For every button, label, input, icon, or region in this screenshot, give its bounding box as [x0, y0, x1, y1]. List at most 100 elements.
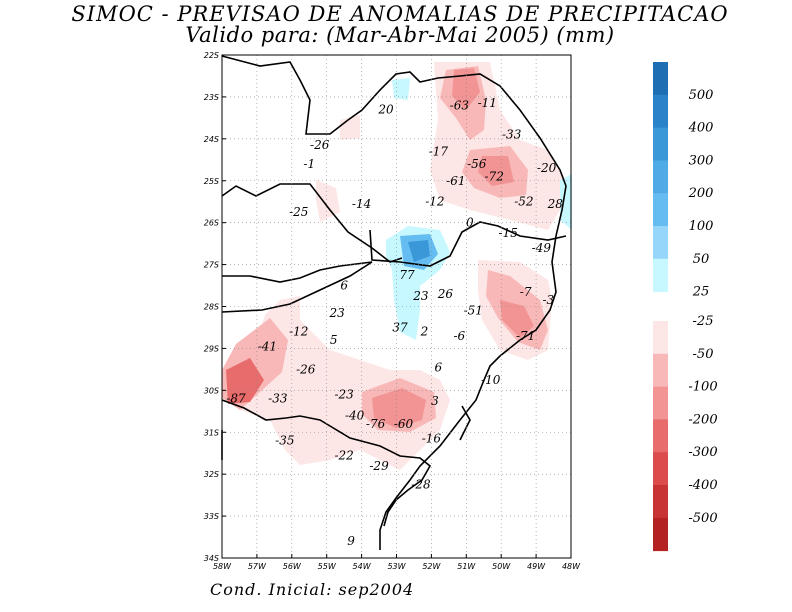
lat-tick-label: 29S	[204, 344, 219, 353]
legend-label-positive: 200	[688, 186, 714, 201]
legend-label-negative: -200	[688, 412, 717, 427]
lat-tick-label: 26S	[204, 219, 219, 228]
lon-tick-label: 55W	[318, 562, 337, 571]
lon-tick-label: 49W	[527, 562, 546, 571]
anomaly-value: -1	[303, 157, 315, 171]
boundary-lines	[221, 55, 567, 550]
color-legend: 500 400 300 200 100 50 25 -25 -50 -100 -200 -300 -40…	[653, 62, 718, 552]
anomaly-value: -15	[499, 226, 518, 240]
lon-tick-label: 57W	[248, 562, 267, 571]
anomaly-value: -7	[520, 285, 532, 299]
anomaly-value: -26	[310, 138, 330, 152]
anomaly-value: -28	[411, 478, 431, 492]
legend-swatch-positive	[653, 94, 668, 129]
legend-label-positive: 400	[688, 121, 714, 136]
anomaly-value: -33	[268, 392, 288, 406]
anomaly-value: -3	[542, 293, 554, 307]
anomaly-value: -17	[429, 144, 449, 158]
anomaly-value: -63	[450, 98, 470, 112]
lon-tick-label: 53W	[387, 562, 406, 571]
lat-tick-label: 33S	[204, 512, 219, 521]
legend-swatch-positive	[653, 258, 668, 293]
anomaly-value: -87	[226, 392, 246, 406]
lon-tick-label: 48W	[562, 562, 581, 571]
legend-swatch-negative	[653, 353, 668, 388]
initial-condition-note: Cond. Inicial: sep2004	[210, 580, 415, 599]
map-subtitle: Valido para: (Mar-Abr-Mai 2005) (mm)	[185, 23, 615, 47]
lat-tick-label: 32S	[204, 470, 219, 479]
anomaly-value: -6	[453, 329, 465, 343]
anomaly-value: -12	[425, 195, 444, 209]
legend-label-negative: -25	[693, 314, 714, 329]
legend-label-negative: -300	[688, 445, 717, 460]
anomaly-value: -10	[481, 373, 501, 387]
anomaly-value-labels: 20 -63 -11-33-26 -17-1 -56 -20-61 -72-14 -12 -52…	[226, 96, 563, 548]
anomaly-value: -11	[478, 96, 497, 110]
lat-tick-label: 30S	[204, 386, 219, 395]
anomaly-value: -29	[369, 459, 389, 473]
anomaly-value: -14	[352, 197, 371, 211]
anomaly-value: 28	[547, 197, 564, 211]
anomaly-value: 0	[466, 216, 474, 230]
anomaly-value: -25	[289, 205, 308, 219]
legend-swatch-negative	[653, 452, 668, 486]
legend-label-positive: 50	[693, 252, 710, 267]
anomaly-value: -22	[334, 448, 353, 462]
anomaly-value: -60	[394, 417, 414, 431]
legend-label-positive: 25	[692, 285, 710, 300]
anomaly-value: -72	[485, 170, 504, 184]
anomaly-value: 9	[347, 534, 355, 548]
anomaly-value: -35	[275, 434, 294, 448]
lat-tick-label: 24S	[204, 135, 219, 144]
anomaly-value: 23	[412, 289, 429, 303]
legend-swatch-negative	[653, 321, 668, 355]
legend-label-negative: -500	[688, 511, 717, 526]
lat-tick-label: 31S	[204, 428, 219, 437]
lat-tick-label: 25S	[204, 177, 219, 186]
map-title: SIMOC - PREVISAO DE ANOMALIAS DE PRECIPI…	[71, 2, 729, 26]
anomaly-value: -26	[296, 362, 316, 376]
legend-swatch-positive	[653, 62, 668, 96]
axis-ticks: 58W 57W 56W 55W 54W 53W 52W 51W 50W 49W 48W 22S 23S 2…	[204, 51, 581, 571]
anomaly-value: 2	[420, 325, 429, 339]
legend-swatch-negative	[653, 485, 668, 519]
legend-swatch-negative	[653, 419, 668, 453]
anomaly-value: 6	[340, 279, 348, 293]
anomaly-value: 26	[437, 287, 454, 301]
anomaly-value: 5	[330, 333, 338, 347]
lat-tick-label: 22S	[204, 51, 219, 60]
lon-tick-label: 52W	[422, 562, 441, 571]
anomaly-value: -16	[422, 432, 442, 446]
anomaly-value: -23	[334, 388, 354, 402]
legend-swatch-positive	[653, 127, 668, 161]
anomaly-value: 77	[399, 268, 415, 282]
anomaly-value: -12	[289, 325, 308, 339]
legend-swatch-negative	[653, 517, 668, 552]
anomaly-value: -52	[514, 195, 533, 209]
anomaly-value: -76	[366, 417, 386, 431]
anomaly-shading	[222, 62, 572, 470]
legend-swatch-positive	[653, 193, 668, 227]
anomaly-value: -51	[464, 304, 483, 318]
anomaly-value: 37	[392, 320, 408, 334]
lon-tick-label: 58W	[213, 562, 232, 571]
legend-label-positive: 100	[689, 219, 714, 234]
lon-tick-label: 51W	[457, 562, 476, 571]
anomaly-value: 3	[431, 394, 439, 408]
legend-label-negative: -400	[688, 478, 717, 493]
anomaly-value: -41	[258, 339, 277, 353]
legend-label-positive: 500	[689, 88, 714, 103]
legend-swatch-positive	[653, 226, 668, 260]
anomaly-value: 6	[435, 360, 443, 374]
anomaly-value: -56	[467, 157, 487, 171]
legend-label-negative: -100	[688, 380, 717, 395]
anomaly-value: -61	[446, 174, 465, 188]
lon-tick-label: 54W	[353, 562, 372, 571]
legend-label-positive: 300	[689, 153, 714, 168]
anomaly-value: -20	[537, 161, 557, 175]
anomaly-value: -40	[345, 408, 365, 422]
lat-tick-label: 28S	[204, 303, 219, 312]
legend-swatch-negative	[653, 386, 668, 420]
lat-tick-label: 23S	[204, 93, 219, 102]
